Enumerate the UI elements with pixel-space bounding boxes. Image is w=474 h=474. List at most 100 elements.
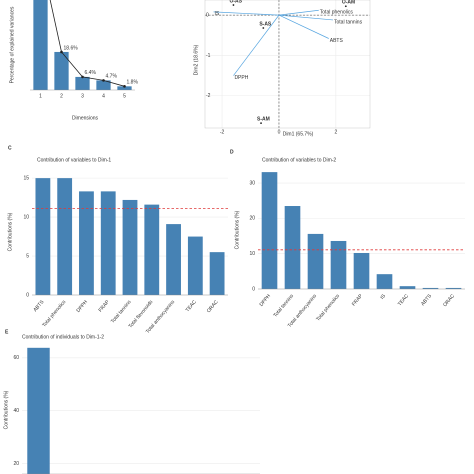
- bar: [261, 172, 278, 289]
- panel-letter: D: [230, 149, 234, 155]
- individual-point: [260, 122, 262, 125]
- x-tick-label: 2: [60, 93, 63, 99]
- trend-point: [60, 50, 63, 54]
- x-tick-label: ORAC: [442, 293, 456, 308]
- x-tick-label: IS: [379, 293, 387, 301]
- x-tick-label: 2: [334, 129, 337, 135]
- bar: [376, 274, 393, 289]
- trend-point: [81, 75, 84, 79]
- bar: [79, 191, 94, 295]
- x-tick-label: 3: [81, 93, 84, 99]
- bar: [27, 347, 50, 474]
- x-tick-label: ABTS: [420, 293, 433, 307]
- loading-arrow: [233, 14, 280, 76]
- bar: [187, 236, 203, 295]
- x-tick-label: FRAP: [351, 293, 365, 308]
- bar: [330, 240, 347, 289]
- variable-label: DPPH: [234, 75, 248, 81]
- y-axis-label: Dim2 (18.6%): [193, 44, 199, 75]
- y-tick-label: 40: [13, 408, 19, 414]
- loading-arrow: [278, 14, 329, 39]
- x-tick-label: ABTS: [32, 299, 45, 313]
- x-tick-label: Total phenolics: [41, 299, 67, 329]
- value-label: 1.8%: [127, 80, 139, 86]
- trend-point: [123, 85, 126, 88]
- value-label: 6.4%: [85, 70, 97, 76]
- y-tick-label: 20: [13, 461, 19, 467]
- x-tick-label: Total phenolics: [315, 293, 341, 323]
- y-tick-label: -2: [206, 93, 211, 99]
- bar: [353, 252, 370, 289]
- y-tick-label: 5: [26, 253, 29, 259]
- variable-label: Total tannins: [334, 19, 363, 25]
- y-tick-label: 0: [252, 286, 255, 292]
- bar: [399, 286, 416, 289]
- variable-label: ABTS: [330, 38, 344, 44]
- individual-label: S-AS: [259, 21, 272, 27]
- bar: [284, 206, 301, 289]
- chart-title: Contribution of variables to Dim-1: [37, 157, 111, 163]
- plot-frame: [204, 0, 371, 129]
- loading-arrow: [278, 14, 334, 21]
- bar: [33, 0, 48, 91]
- y-axis-label: Percentage of explained variances: [9, 6, 15, 83]
- x-axis-label: Dimensions: [72, 115, 99, 121]
- value-label: 18.6%: [64, 45, 79, 51]
- x-tick-label: Total tannins: [272, 293, 295, 319]
- y-tick-label: -1: [206, 53, 211, 59]
- individual-point: [262, 27, 265, 29]
- chart-title: Contribution of variables to Dim-2: [262, 157, 336, 163]
- x-tick-label: ORAC: [206, 299, 220, 314]
- x-tick-label: 5: [123, 93, 126, 99]
- trend-point: [102, 79, 105, 82]
- individual-point: [232, 4, 235, 6]
- x-tick-label: 4: [102, 93, 105, 99]
- individual-label: S-AM: [257, 116, 270, 122]
- x-tick-label: Total tannins: [110, 299, 133, 325]
- y-axis-label: Contributions (%): [3, 390, 9, 429]
- individual-label: O-AM: [342, 0, 355, 6]
- x-tick-label: 1: [39, 93, 42, 99]
- bar: [35, 178, 51, 295]
- panel-letter: C: [8, 145, 12, 151]
- y-axis-label: Contributions (%): [7, 212, 13, 251]
- bar: [422, 287, 439, 289]
- bar: [100, 191, 116, 295]
- bar: [75, 76, 90, 90]
- bar: [96, 80, 111, 90]
- x-tick-label: DPPH: [75, 299, 89, 314]
- y-tick-label: 0: [206, 12, 209, 18]
- y-tick-label: 30: [249, 180, 255, 186]
- value-label: 4.7%: [106, 74, 118, 80]
- bar: [144, 204, 160, 295]
- bar: [117, 86, 132, 90]
- bar: [166, 224, 181, 295]
- individual-point: [344, 5, 347, 8]
- bar: [122, 199, 138, 295]
- x-axis-label: Dim1 (65.7%): [283, 131, 314, 137]
- variable-label: Total phenolics: [320, 10, 354, 16]
- variable-label: IS: [215, 11, 220, 17]
- bar: [54, 51, 69, 90]
- x-tick-label: TEAC: [185, 299, 198, 313]
- bar: [209, 252, 225, 295]
- chart-title: Contribution of individuals to Dim-1-2: [22, 334, 104, 340]
- loading-arrow: [278, 9, 319, 16]
- y-axis-label: Contributions (%): [234, 210, 240, 249]
- bar: [445, 287, 462, 289]
- x-tick-label: -2: [220, 129, 225, 135]
- panel-letter: E: [5, 329, 9, 335]
- x-tick-label: TEAC: [397, 293, 410, 307]
- y-tick-label: 0: [26, 292, 29, 298]
- x-tick-label: 0: [278, 129, 281, 135]
- loading-arrow: [213, 11, 279, 16]
- bar: [307, 233, 324, 289]
- individual-label: O-AS: [229, 0, 242, 4]
- y-tick-label: 60: [13, 355, 19, 361]
- bar: [57, 178, 73, 295]
- x-tick-label: FRAP: [98, 299, 112, 314]
- x-tick-label: DPPH: [259, 293, 273, 308]
- y-tick-label: 20: [249, 216, 255, 222]
